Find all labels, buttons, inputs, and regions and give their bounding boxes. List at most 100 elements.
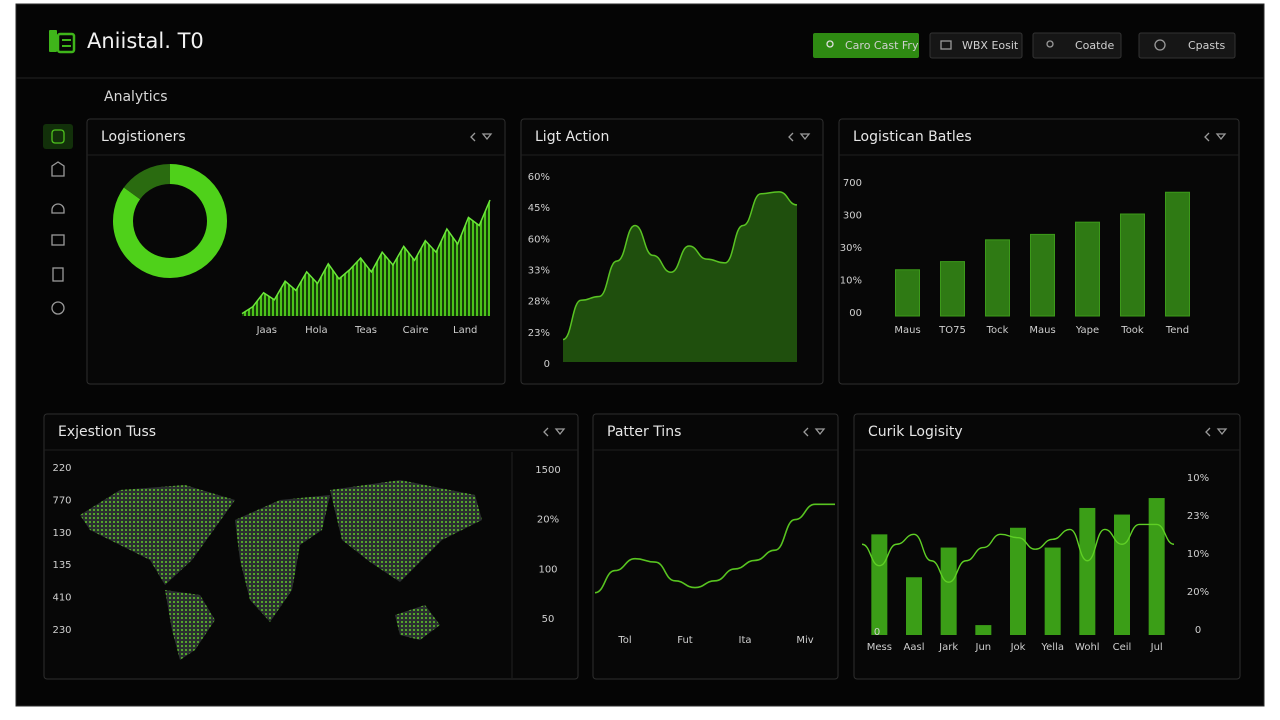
panel-title: Logistican Batles	[853, 129, 972, 145]
button-label[interactable]: WBX Eosit	[962, 39, 1019, 52]
y-axis-label: 100	[538, 564, 557, 575]
nav-icon[interactable]	[51, 234, 65, 246]
y-axis-label: 45%	[528, 203, 550, 214]
panel-menu[interactable]	[1204, 132, 1227, 142]
panel-menu[interactable]	[543, 427, 566, 437]
panel-menu[interactable]	[470, 132, 493, 142]
y-axis-label: 23%	[528, 328, 550, 339]
y-axis-label: 0	[1195, 625, 1201, 636]
nav-icon[interactable]	[51, 301, 65, 315]
bar	[1165, 191, 1190, 317]
panels: Logistioners Jaas Hola Teas Caire Land Ligt Ac…	[43, 118, 1241, 680]
bar	[1120, 213, 1145, 317]
y-axis-label: 33%	[528, 266, 550, 277]
x-axis-label: Yape	[1075, 325, 1099, 336]
bar	[940, 261, 965, 317]
nav-icon[interactable]	[51, 129, 65, 144]
bar	[906, 577, 922, 635]
x-axis-label: TO75	[938, 325, 966, 336]
donut-segment	[123, 164, 171, 200]
y-axis-label: 300	[843, 211, 862, 222]
page-label: Analytics	[104, 89, 168, 105]
y-axis-label: 770	[52, 495, 71, 506]
panel-menu[interactable]	[803, 427, 826, 437]
area	[563, 191, 797, 362]
nav-icon[interactable]	[52, 267, 64, 282]
bar	[1075, 221, 1100, 317]
bar	[871, 534, 888, 635]
panel-title: Ligt Action	[535, 129, 609, 145]
donut-segment	[113, 164, 227, 278]
y-axis-label: 10%	[1187, 473, 1209, 484]
y-axis-label: 410	[52, 593, 71, 604]
x-axis-label: Ceil	[1113, 642, 1132, 653]
bar	[1044, 547, 1061, 635]
y-axis-label: 700	[843, 178, 862, 189]
button[interactable]: Coatde	[1032, 32, 1122, 59]
map-region	[80, 485, 235, 585]
x-axis-label: Jok	[1010, 642, 1026, 653]
y-axis-label: 135	[52, 560, 71, 571]
nav-active[interactable]	[43, 124, 73, 149]
bar	[895, 269, 920, 317]
y-axis-label: 10%	[1187, 549, 1209, 560]
panel	[592, 413, 839, 680]
line	[594, 503, 835, 594]
nav-icon[interactable]	[51, 161, 65, 177]
x-axis-label: Caire	[403, 325, 429, 336]
x-axis-label: Mess	[867, 642, 892, 653]
y-axis-label: 20%	[537, 515, 559, 526]
x-axis-label: Ita	[739, 635, 752, 646]
y-axis-label: 20%	[1187, 587, 1209, 598]
line	[861, 523, 1175, 583]
x-axis-label: Tend	[1165, 325, 1189, 336]
bar	[1148, 498, 1165, 635]
x-axis-label: Fut	[677, 635, 693, 646]
sidebar	[43, 124, 73, 315]
app-title: Aniistal. T0	[87, 29, 204, 53]
button[interactable]: WBX Eosit	[929, 32, 1023, 59]
x-axis-label: Tol	[617, 635, 631, 646]
y-axis-label: 60%	[528, 234, 550, 245]
bar	[1030, 233, 1055, 317]
map-region	[165, 590, 215, 660]
y-axis-label: 50	[542, 614, 555, 625]
logo	[49, 30, 76, 54]
y-axis-label: 30%	[840, 243, 862, 254]
x-axis-label: Tock	[986, 325, 1009, 336]
bar	[985, 239, 1010, 317]
x-axis-label: Yella	[1040, 642, 1064, 653]
panel-menu[interactable]	[1205, 427, 1228, 437]
button[interactable]: Caro Cast Fry	[813, 33, 919, 58]
y-axis-label: 1500	[535, 465, 560, 476]
button-label[interactable]: Cpasts	[1188, 39, 1225, 52]
x-axis-label: Jul	[1150, 642, 1163, 653]
y-axis-label: 00	[849, 308, 862, 319]
y-axis-label: 230	[52, 625, 71, 636]
bar	[975, 625, 992, 635]
y-axis-label: 23%	[1187, 511, 1209, 522]
x-axis-label: Hola	[305, 325, 328, 336]
panel-title: Exjestion Tuss	[58, 424, 156, 440]
button-label[interactable]: Coatde	[1075, 39, 1114, 52]
nav-icon[interactable]	[51, 203, 65, 214]
bar	[1010, 527, 1026, 635]
x-axis-label: Miv	[796, 635, 813, 646]
button[interactable]: Cpasts	[1138, 32, 1236, 59]
x-axis-label: Jark	[938, 642, 958, 653]
panel-menu[interactable]	[788, 132, 811, 142]
x-axis-label: Teas	[354, 325, 377, 336]
bar	[1114, 514, 1130, 635]
x-axis-label: Maus	[894, 325, 920, 336]
x-axis-label: Jun	[975, 642, 992, 653]
map-region	[235, 495, 330, 622]
y-axis-label: 220	[52, 463, 71, 474]
bar	[940, 547, 957, 635]
area-line	[241, 199, 491, 315]
area-line	[562, 191, 798, 341]
y-axis-label: 0	[874, 627, 880, 638]
panel	[853, 413, 1241, 680]
x-axis-label: Jaas	[256, 325, 277, 336]
button-label[interactable]: Caro Cast Fry	[845, 39, 919, 52]
